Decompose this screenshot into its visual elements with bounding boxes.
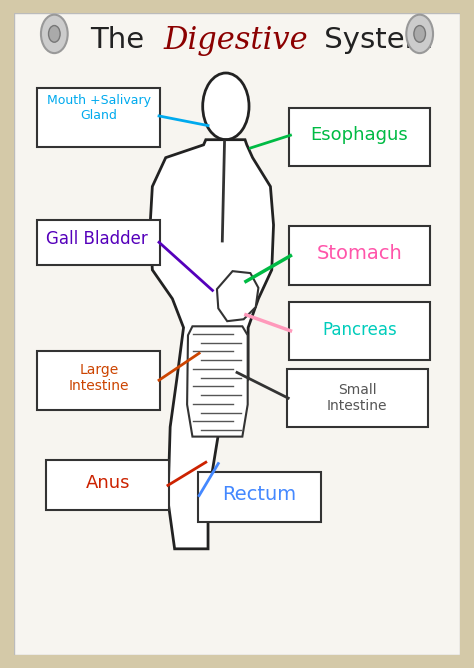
Circle shape — [48, 25, 60, 42]
FancyBboxPatch shape — [46, 460, 169, 510]
FancyBboxPatch shape — [37, 220, 160, 265]
Polygon shape — [150, 140, 273, 549]
Polygon shape — [187, 326, 248, 437]
FancyBboxPatch shape — [289, 226, 430, 285]
Circle shape — [41, 15, 68, 53]
Text: Small
Intestine: Small Intestine — [327, 383, 388, 413]
FancyBboxPatch shape — [198, 472, 321, 522]
Circle shape — [203, 73, 249, 140]
Text: Digestive: Digestive — [164, 25, 308, 56]
FancyBboxPatch shape — [14, 13, 460, 655]
Polygon shape — [217, 271, 258, 321]
Text: Mouth +Salivary
Gland: Mouth +Salivary Gland — [47, 94, 151, 122]
Text: Anus: Anus — [85, 474, 130, 492]
Text: Esophagus: Esophagus — [310, 126, 409, 144]
Text: The: The — [90, 26, 154, 54]
Text: Gall Bladder: Gall Bladder — [46, 230, 147, 248]
Text: System: System — [315, 26, 433, 54]
FancyBboxPatch shape — [37, 351, 160, 409]
FancyBboxPatch shape — [37, 88, 160, 147]
FancyBboxPatch shape — [289, 108, 430, 166]
Circle shape — [414, 25, 426, 42]
Text: Pancreas: Pancreas — [322, 321, 397, 339]
Text: Large
Intestine: Large Intestine — [69, 363, 129, 393]
Text: Stomach: Stomach — [317, 244, 402, 263]
Circle shape — [406, 15, 433, 53]
Text: Rectum: Rectum — [222, 485, 296, 504]
FancyBboxPatch shape — [287, 369, 428, 427]
FancyBboxPatch shape — [289, 302, 430, 360]
